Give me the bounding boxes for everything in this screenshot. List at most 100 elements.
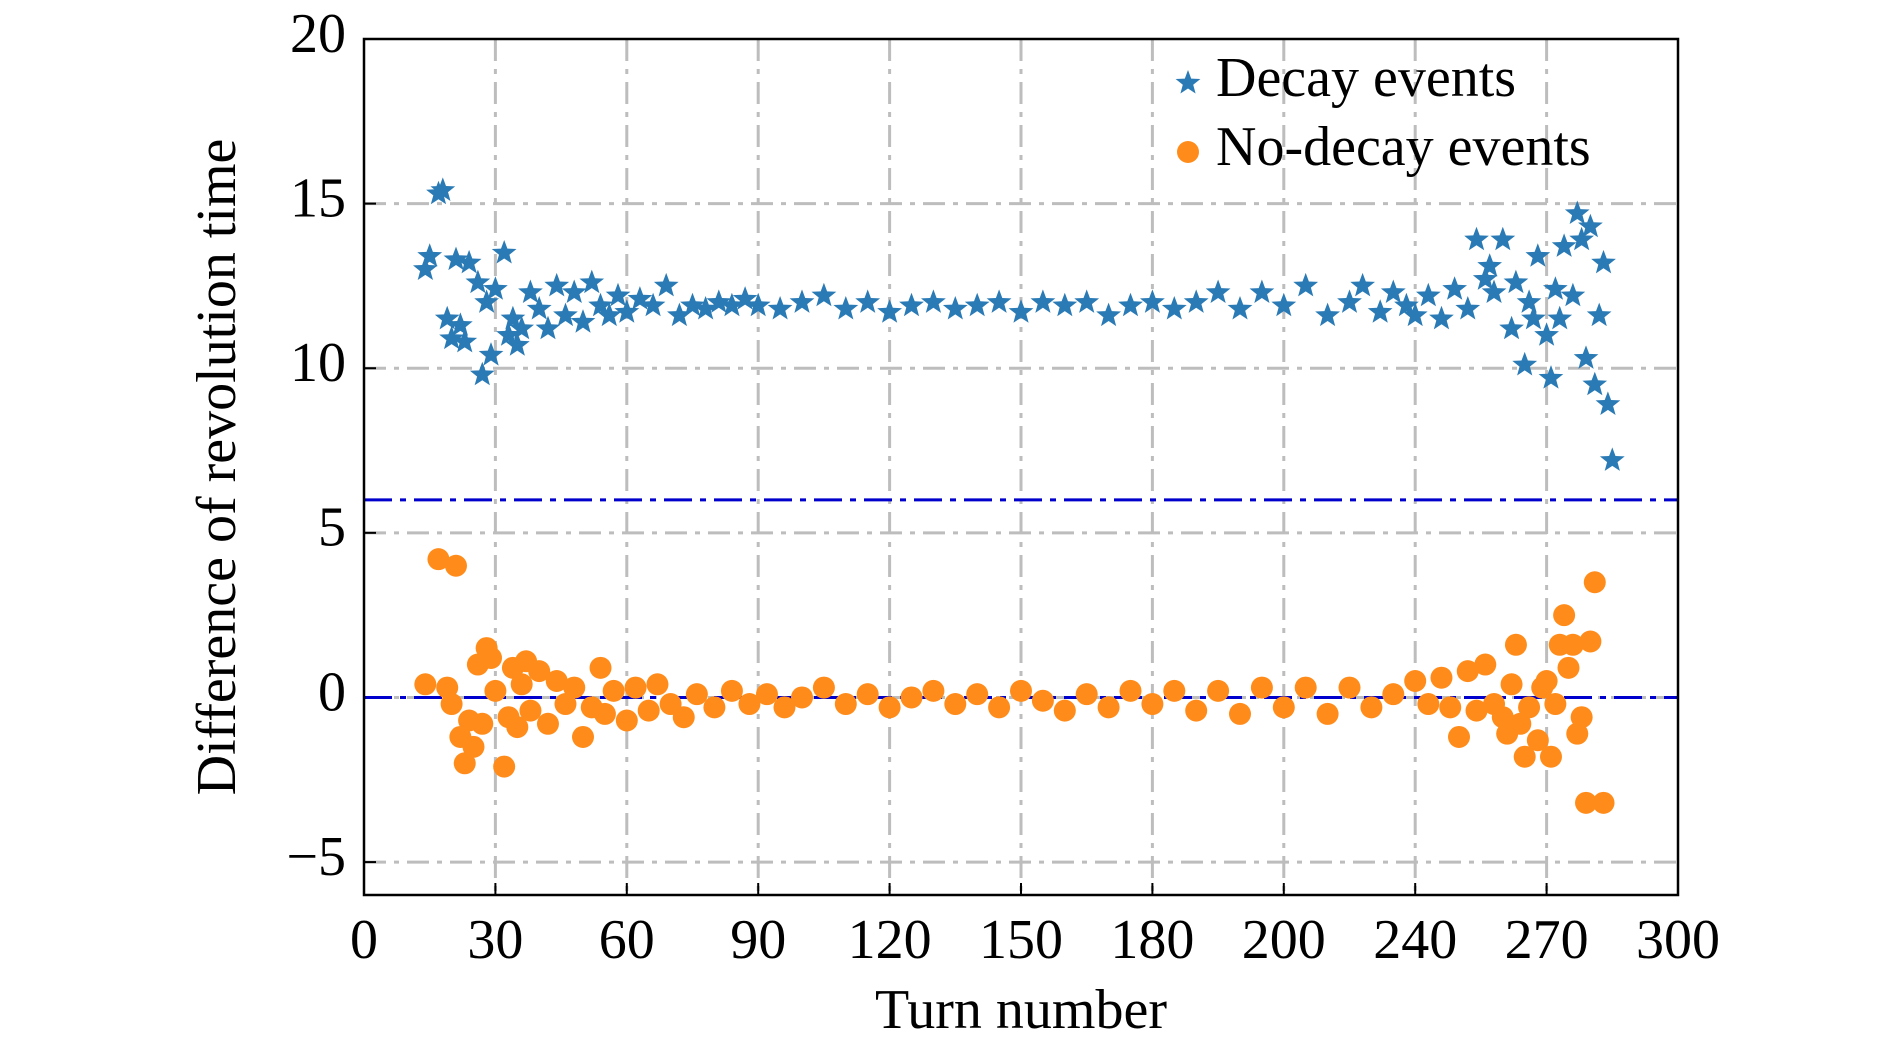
star-point: [553, 302, 578, 327]
dot-point: [1097, 696, 1120, 719]
dot-point: [1207, 679, 1230, 702]
y-tick-label: 20: [290, 3, 346, 65]
dot-point: [720, 679, 743, 702]
star-point: [1074, 289, 1100, 313]
dot-point: [1360, 696, 1383, 719]
dot-point: [900, 686, 923, 709]
star-point: [1350, 272, 1375, 297]
dot-point: [519, 699, 542, 722]
dot-point: [1539, 745, 1562, 768]
dot-point: [878, 696, 901, 719]
star-point: [1503, 269, 1529, 294]
star-point: [1442, 276, 1467, 300]
x-tick-label: 180: [1110, 909, 1194, 971]
star-point: [570, 309, 596, 333]
dot-point: [1031, 689, 1054, 712]
star-point: [430, 177, 456, 201]
dot-point: [1474, 653, 1497, 676]
dot-point: [1010, 679, 1032, 702]
star-point: [605, 282, 631, 307]
star-point: [614, 299, 640, 323]
star-point: [1367, 299, 1393, 323]
star-point: [693, 296, 718, 320]
legend-label: Decay events: [1216, 47, 1516, 109]
y-tick-label: 10: [290, 332, 346, 394]
dot-point: [414, 673, 437, 696]
dot-point: [593, 702, 616, 725]
star-point: [1464, 226, 1489, 251]
x-tick-label: 60: [599, 909, 655, 971]
dot-point: [624, 676, 647, 699]
y-tick-label: 15: [290, 167, 346, 229]
dot-point: [471, 712, 494, 735]
star-point: [1472, 266, 1498, 290]
dot-point: [1575, 791, 1598, 814]
star-point: [483, 276, 508, 300]
dot-point: [1229, 702, 1251, 725]
dot-point: [685, 683, 708, 706]
dot-point: [440, 693, 463, 716]
star-point: [579, 269, 605, 294]
dot-point: [834, 693, 857, 716]
star-point: [1586, 302, 1612, 327]
star-point: [526, 296, 552, 320]
dot-point: [462, 735, 485, 758]
star-point: [1573, 345, 1599, 369]
dot-point: [738, 693, 761, 716]
dot-point: [1579, 630, 1602, 653]
dot-point: [493, 755, 516, 778]
star-point: [964, 292, 990, 317]
series: [414, 548, 1615, 814]
y-tick-label: −5: [286, 826, 346, 888]
star-point: [942, 296, 968, 320]
dot-point: [615, 709, 638, 732]
star-point: [439, 325, 464, 350]
star-point: [465, 269, 491, 294]
star-point: [1118, 292, 1143, 317]
star-point: [1175, 70, 1201, 94]
star-point: [1161, 296, 1187, 320]
dot-point: [1518, 696, 1541, 719]
x-tick-label: 270: [1505, 909, 1589, 971]
dot-point: [563, 676, 586, 699]
star-point: [588, 292, 613, 317]
star-point: [1516, 289, 1542, 313]
star-point: [1578, 213, 1603, 238]
star-point: [417, 243, 443, 267]
star-point: [1595, 391, 1621, 415]
star-point: [1227, 296, 1253, 320]
star-point: [500, 305, 526, 330]
dot-point: [1075, 683, 1098, 706]
dot-point: [1592, 791, 1615, 814]
dot-point: [1185, 699, 1208, 722]
dot-point: [1448, 725, 1470, 748]
star-point: [627, 286, 653, 310]
star-point: [413, 256, 438, 280]
x-tick-label: 150: [979, 909, 1063, 971]
x-tick-label: 0: [350, 909, 378, 971]
star-point: [899, 292, 924, 317]
star-point: [1481, 279, 1507, 303]
dot-point: [1294, 676, 1317, 699]
dot-point: [1500, 673, 1523, 696]
series: [413, 177, 1625, 471]
dot-point: [812, 676, 835, 699]
star-point: [1140, 289, 1165, 313]
star-point: [640, 292, 666, 317]
star-point: [877, 299, 902, 323]
star-point: [789, 289, 815, 313]
x-tick-label: 200: [1242, 909, 1326, 971]
star-point: [1582, 371, 1608, 396]
dot-point: [1544, 693, 1567, 716]
star-point: [706, 289, 732, 313]
star-point: [443, 246, 469, 271]
dot-point: [1177, 141, 1199, 163]
plot-frame: [362, 37, 1680, 897]
star-point: [1512, 351, 1538, 376]
dot-point: [1316, 702, 1339, 725]
dot-point: [1553, 604, 1576, 627]
dot-point: [856, 683, 879, 706]
dot-point: [1526, 729, 1549, 752]
dot-point: [427, 548, 450, 571]
star-point: [1551, 233, 1577, 257]
